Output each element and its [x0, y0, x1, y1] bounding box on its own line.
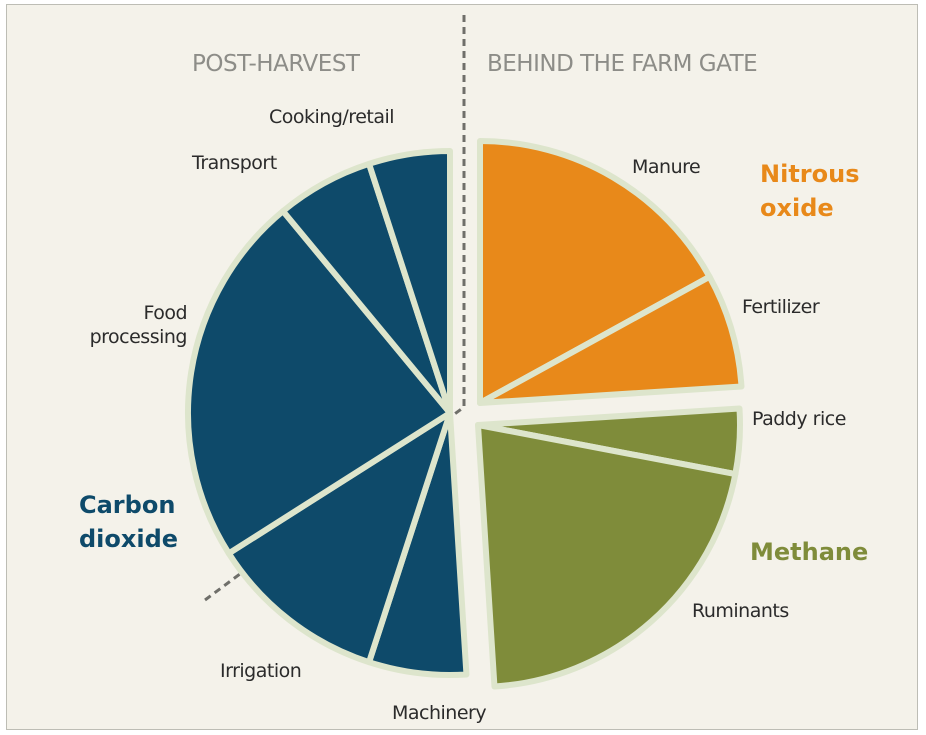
slice-label: Machinery	[392, 702, 487, 724]
pie-slice	[366, 148, 453, 416]
slice-label: Cooking/retail	[269, 106, 395, 128]
section-heading: POST-HARVEST	[192, 51, 360, 77]
pie-slice	[477, 273, 745, 406]
pie-slice	[475, 422, 739, 690]
section-heading: BEHIND THE FARM GATE	[487, 51, 758, 77]
pie-chart	[185, 15, 745, 690]
group-label: Nitrous oxide	[760, 160, 860, 222]
slice-label: Transport	[192, 152, 277, 174]
group-label: Methane	[750, 538, 869, 566]
group-label: Carbon dioxide	[79, 491, 179, 553]
pie-slice	[185, 208, 453, 557]
slice-label: Ruminants	[692, 600, 789, 622]
slice-label: Food processing	[89, 302, 188, 348]
slice-label: Manure	[632, 156, 701, 178]
chart-frame: POST-HARVEST BEHIND THE FARM GATE Manure…	[6, 4, 918, 730]
slice-label: Paddy rice	[752, 408, 846, 430]
pie-slice	[477, 138, 713, 406]
slice-label: Fertilizer	[742, 296, 820, 318]
slice-label: Irrigation	[220, 660, 302, 682]
pie-slice	[225, 410, 453, 666]
